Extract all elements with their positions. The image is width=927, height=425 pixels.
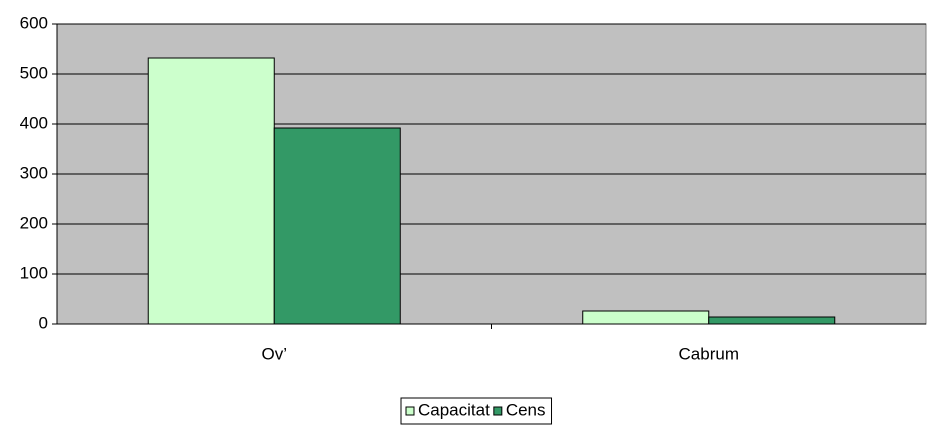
y-tick-label: 500: [20, 63, 48, 82]
x-tick-label: Cabrum: [679, 344, 739, 363]
legend-label: Cens: [506, 400, 546, 419]
y-tick-label: 400: [20, 113, 48, 132]
y-tick-label: 0: [39, 313, 48, 332]
y-tick-label: 300: [20, 163, 48, 182]
legend-label: Capacitat: [418, 400, 490, 419]
bar: [582, 310, 710, 325]
y-tick-label: 100: [20, 263, 48, 282]
y-tick-label: 600: [20, 13, 48, 32]
x-tick-label: Ov’: [262, 344, 288, 363]
bar: [708, 316, 836, 325]
bar: [273, 127, 401, 325]
legend-swatch: [405, 406, 415, 416]
legend-swatch: [493, 406, 503, 416]
y-tick-label: 200: [20, 213, 48, 232]
bar: [147, 57, 275, 325]
legend-box: [400, 397, 553, 425]
